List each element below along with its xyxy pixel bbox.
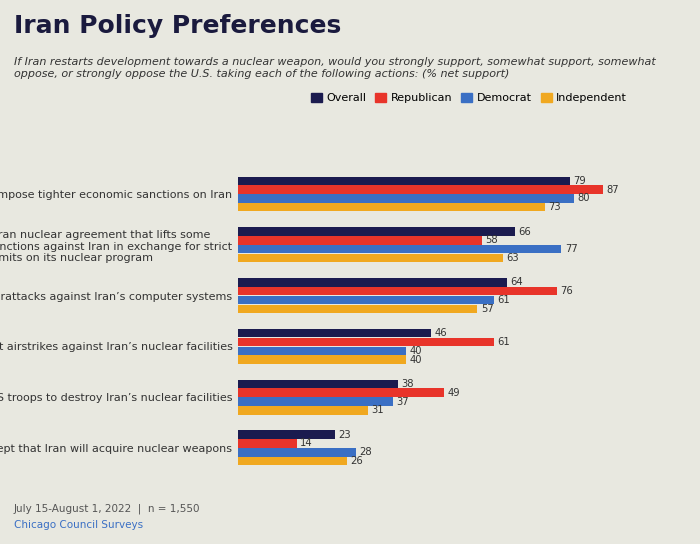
- Text: July 15-August 1, 2022  |  n = 1,550: July 15-August 1, 2022 | n = 1,550: [14, 504, 200, 514]
- Text: 28: 28: [359, 447, 372, 458]
- Bar: [238, 380, 398, 388]
- Bar: [238, 355, 406, 364]
- Text: If Iran restarts development towards a nuclear weapon, would you strongly suppor: If Iran restarts development towards a n…: [14, 57, 656, 79]
- Bar: [238, 406, 368, 415]
- Text: 87: 87: [607, 184, 620, 195]
- Bar: [238, 430, 335, 439]
- Text: 58: 58: [485, 236, 498, 245]
- Text: 57: 57: [481, 304, 493, 314]
- Text: 40: 40: [410, 346, 422, 356]
- Text: 79: 79: [573, 176, 586, 186]
- Text: 31: 31: [372, 405, 384, 415]
- Text: 40: 40: [410, 355, 422, 364]
- Legend: Overall, Republican, Democrat, Independent: Overall, Republican, Democrat, Independe…: [306, 89, 631, 108]
- Bar: [238, 329, 431, 337]
- Bar: [238, 278, 507, 287]
- Bar: [238, 186, 603, 194]
- Bar: [238, 296, 494, 304]
- Bar: [238, 448, 356, 456]
- Bar: [238, 347, 406, 355]
- Text: Chicago Council Surveys: Chicago Council Surveys: [14, 521, 143, 530]
- Bar: [238, 388, 444, 397]
- Bar: [238, 203, 545, 212]
- Bar: [238, 287, 557, 295]
- Bar: [238, 227, 515, 236]
- Text: 26: 26: [351, 456, 363, 466]
- Text: 80: 80: [578, 194, 590, 203]
- Bar: [238, 194, 574, 203]
- Text: 63: 63: [506, 253, 519, 263]
- Text: 14: 14: [300, 438, 313, 448]
- Bar: [238, 177, 570, 185]
- Text: 61: 61: [498, 337, 510, 347]
- Text: 23: 23: [338, 430, 351, 440]
- Text: 46: 46: [435, 328, 447, 338]
- Bar: [238, 338, 494, 346]
- Bar: [238, 305, 477, 313]
- Text: 49: 49: [447, 388, 460, 398]
- Bar: [238, 397, 393, 406]
- Bar: [238, 439, 297, 448]
- Text: 64: 64: [510, 277, 523, 287]
- Text: Iran Policy Preferences: Iran Policy Preferences: [14, 14, 342, 38]
- Text: 61: 61: [498, 295, 510, 305]
- Bar: [238, 254, 503, 262]
- Bar: [238, 236, 482, 245]
- Text: 76: 76: [561, 286, 573, 296]
- Text: 73: 73: [548, 202, 561, 212]
- Text: 37: 37: [397, 397, 410, 406]
- Text: 77: 77: [565, 244, 578, 254]
- Text: 38: 38: [401, 379, 414, 389]
- Bar: [238, 245, 561, 254]
- Text: 66: 66: [519, 227, 531, 237]
- Bar: [238, 457, 347, 465]
